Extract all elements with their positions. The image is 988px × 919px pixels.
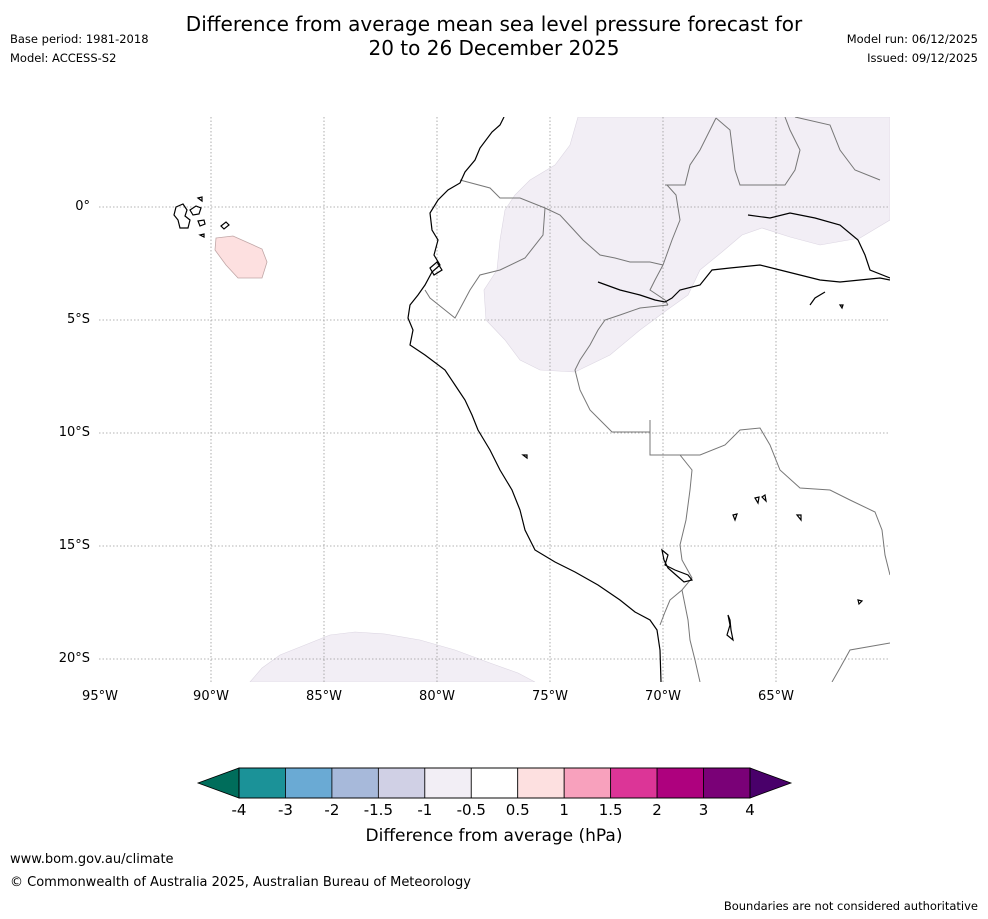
model-run: Model run: 06/12/2025: [846, 32, 978, 46]
footer-url[interactable]: www.bom.gov.au/climate: [10, 852, 174, 867]
model-name: Model: ACCESS-S2: [10, 51, 117, 65]
galapagos-region: [214, 235, 268, 279]
colorbar-cell: [470, 767, 519, 799]
colorbar-cell: [377, 767, 426, 799]
footer-copyright: © Commonwealth of Australia 2025, Austra…: [10, 875, 471, 890]
lat-label-0: 0°: [75, 199, 90, 214]
map-title: Difference from average mean sea level p…: [0, 12, 988, 60]
title-line-1: Difference from average mean sea level p…: [185, 12, 803, 36]
lat-label-10s: 10°S: [58, 425, 90, 440]
lon-label-70w: 70°W: [645, 689, 681, 704]
title-line-2: 20 to 26 December 2025: [368, 36, 620, 60]
lat-label-15s: 15°S: [58, 538, 90, 553]
colorbar-tick-label: 1: [559, 801, 569, 819]
colorbar-low-extend: [196, 767, 240, 799]
country-borders: [424, 117, 890, 682]
colorbar-tick-label: -1.5: [363, 801, 393, 819]
base-period: Base period: 1981-2018: [10, 32, 149, 46]
lon-label-90w: 90°W: [193, 689, 229, 704]
colorbar-cell: [285, 767, 333, 799]
colorbar-cell: [656, 767, 704, 799]
lon-label-75w: 75°W: [532, 689, 568, 704]
colorbar-tick-label: 1.5: [598, 801, 623, 819]
colorbar-tick-label: -4: [231, 801, 247, 819]
colorbar-tick-label: -3: [277, 801, 293, 819]
meta-right: Model run: 06/12/2025 Issued: 09/12/2025: [847, 30, 978, 68]
gridlines: [99, 117, 890, 682]
colorbar-tick-label: -1: [417, 801, 433, 819]
colorbar-tick-label: -2: [324, 801, 340, 819]
lat-label-5s: 5°S: [66, 312, 90, 327]
lon-label-85w: 85°W: [306, 689, 342, 704]
colorbar-cell: [517, 767, 565, 799]
colorbar-cell: [703, 767, 751, 799]
colorbar-cell: [610, 767, 658, 799]
colorbar-cell: [424, 767, 472, 799]
colorbar-cells: [238, 767, 751, 799]
colorbar-tick-label: 0.5: [505, 801, 530, 819]
colorbar-tick-label: -0.5: [456, 801, 486, 819]
coastline: [173, 117, 890, 682]
colorbar-tick-label: 2: [652, 801, 662, 819]
colorbar-cell: [331, 767, 379, 799]
colorbar-cell: [238, 767, 286, 799]
meta-left: Base period: 1981-2018 Model: ACCESS-S2: [10, 30, 149, 68]
colorbar-high-extend: [749, 767, 793, 799]
lon-label-65w: 65°W: [758, 689, 794, 704]
lon-label-80w: 80°W: [419, 689, 455, 704]
lon-label-95w: 95°W: [82, 689, 118, 704]
issued-date: Issued: 09/12/2025: [867, 51, 978, 65]
amazon-region: [483, 117, 890, 373]
map-frame: [99, 117, 890, 682]
south-pacific-region: [249, 631, 536, 682]
lat-label-20s: 20°S: [58, 651, 90, 666]
colorbar-cell: [563, 767, 612, 799]
colorbar-label: Difference from average (hPa): [365, 826, 623, 846]
colorbar-tick-label: 4: [745, 801, 755, 819]
footer-disclaimer: Boundaries are not considered authoritat…: [723, 899, 978, 913]
colorbar: [196, 767, 793, 799]
colorbar-tick-label: 3: [698, 801, 709, 819]
